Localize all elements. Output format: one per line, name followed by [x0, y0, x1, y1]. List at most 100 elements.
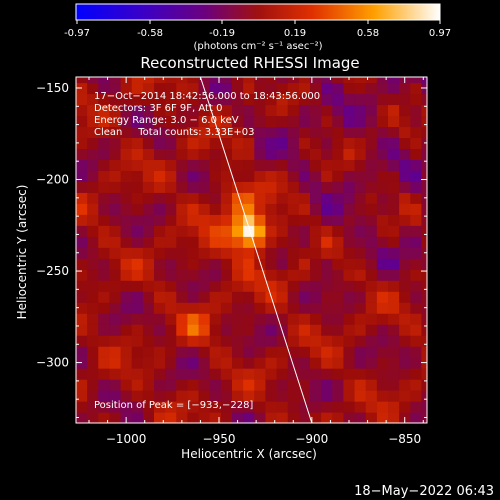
heatmap-cell [399, 115, 411, 128]
heatmap-cell [120, 269, 133, 281]
heatmap-cell [76, 269, 88, 281]
heatmap-cell [332, 291, 345, 303]
heatmap-cell [376, 159, 389, 171]
heatmap-cell [388, 302, 400, 314]
heatmap-cell [343, 77, 356, 84]
heatmap-cell [165, 192, 177, 204]
heatmap-cell [410, 104, 423, 117]
heatmap-cell [165, 236, 177, 248]
heatmap-cell [98, 126, 111, 139]
heatmap-cell [220, 335, 233, 347]
heatmap-cell [310, 126, 322, 139]
heatmap-cell [388, 115, 400, 128]
heatmap-cell [399, 126, 411, 139]
heatmap-cell [109, 335, 122, 347]
heatmap-cell [232, 269, 244, 281]
heatmap-cell [388, 159, 400, 171]
heatmap-cell [388, 357, 400, 369]
heatmap-cell [198, 368, 211, 380]
heatmap-cell [321, 137, 333, 149]
heatmap-cell [388, 368, 400, 380]
heatmap-cell [165, 104, 177, 117]
heatmap-cell [354, 390, 367, 402]
heatmap-cell [243, 126, 255, 139]
heatmap-cell [198, 203, 211, 215]
heatmap-cell [321, 170, 333, 182]
heatmap-cell [131, 291, 144, 303]
heatmap-cell [321, 401, 333, 413]
heatmap-cell [265, 346, 278, 358]
heatmap-cell [332, 357, 345, 369]
heatmap-cell [120, 93, 133, 106]
heatmap-cell [232, 77, 244, 84]
heatmap-cell [399, 313, 411, 325]
heatmap-cell [298, 77, 311, 84]
heatmap-cell [176, 379, 189, 391]
heatmap-cell [198, 148, 211, 160]
heatmap-cell [154, 302, 166, 314]
heatmap-cell [310, 258, 322, 270]
heatmap-cell [120, 335, 133, 347]
heatmap-cell [276, 148, 289, 160]
heatmap-cell [399, 214, 411, 226]
heatmap-cell [310, 225, 322, 237]
heatmap-cell [165, 115, 177, 128]
heatmap-cell [287, 313, 300, 325]
heatmap-cell [187, 203, 200, 215]
heatmap-cell [365, 313, 378, 325]
heatmap-cell [98, 214, 111, 226]
heatmap-cell [388, 82, 400, 95]
heatmap-cell [365, 368, 378, 380]
heatmap-cell [165, 412, 177, 423]
heatmap-cell [232, 203, 244, 215]
heatmap-cell [87, 82, 99, 95]
heatmap-cell [243, 258, 255, 270]
heatmap-cell [142, 247, 155, 259]
heatmap-cell [276, 247, 289, 259]
heatmap-cell [421, 313, 427, 325]
heatmap-cell [187, 390, 200, 402]
heatmap-cell [209, 401, 222, 413]
heatmap-cell [276, 104, 289, 117]
heatmap-cell [109, 313, 122, 325]
heatmap-cell [399, 269, 411, 281]
heatmap-cell [365, 82, 378, 95]
heatmap-cell [76, 401, 88, 413]
heatmap-cell [131, 335, 144, 347]
heatmap-cell [98, 269, 111, 281]
y-tick-label: −200 [36, 173, 69, 187]
heatmap-cell [243, 159, 255, 171]
heatmap-cell [232, 214, 244, 226]
heatmap-cell [87, 346, 99, 358]
heatmap-cell [154, 115, 166, 128]
heatmap-cell [310, 280, 322, 292]
heatmap-cell [198, 126, 211, 139]
heatmap-cell [232, 258, 244, 270]
heatmap-cell [176, 77, 189, 84]
heatmap-cell [354, 225, 367, 237]
heatmap-cell [232, 148, 244, 160]
heatmap-cell [87, 137, 99, 149]
heatmap-cell [220, 148, 233, 160]
heatmap-cell [410, 137, 423, 149]
heatmap-cell [76, 159, 88, 171]
heatmap-cell [198, 412, 211, 423]
heatmap-cell [310, 412, 322, 423]
heatmap-cell [209, 269, 222, 281]
heatmap-cell [343, 357, 356, 369]
heatmap-cell [76, 280, 88, 292]
heatmap-cell [399, 247, 411, 259]
heatmap-cell [98, 225, 111, 237]
heatmap-cell [187, 137, 200, 149]
heatmap-cell [321, 280, 333, 292]
heatmap-cell [254, 412, 267, 423]
heatmap-cell [321, 346, 333, 358]
heatmap-cell [354, 148, 367, 160]
heatmap-cell [365, 225, 378, 237]
heatmap-cell [243, 93, 255, 106]
heatmap-cell [120, 104, 133, 117]
heatmap-cell [98, 137, 111, 149]
heatmap-cell [176, 203, 189, 215]
heatmap-cell [343, 93, 356, 106]
heatmap-cell [354, 357, 367, 369]
